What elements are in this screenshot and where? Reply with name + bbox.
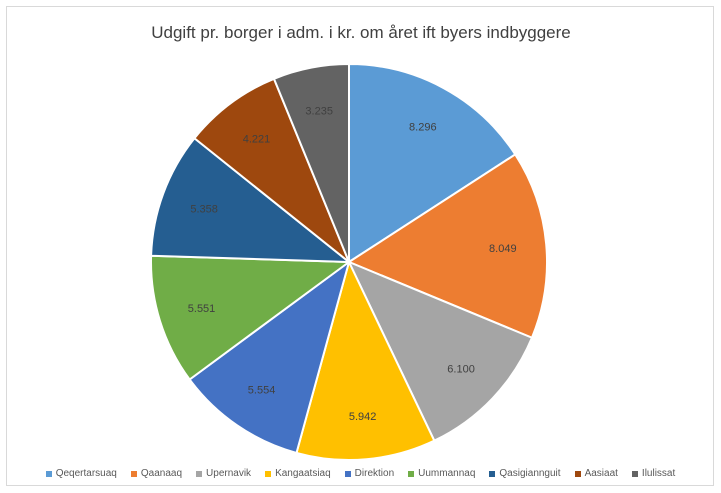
legend-item-uummannaq: Uummannaq [408, 468, 475, 479]
pie-slice-uummannaq [150, 254, 352, 381]
legend-item-qasigiannguit: Qasigiannguit [489, 468, 561, 479]
legend-item-kangaatsiaq: Kangaatsiaq [265, 468, 331, 479]
legend-item-qeqertarsuaq: Qeqertarsuaq [45, 468, 117, 479]
legend-swatch [408, 470, 415, 477]
legend-swatch [130, 470, 137, 477]
pie-slice-aasiaat [193, 77, 352, 266]
legend-item-aasiaat: Aasiaat [574, 468, 618, 479]
legend-label: Qaanaaq [140, 468, 183, 479]
data-label-qeqertarsuaq: 8.296 [409, 121, 437, 133]
legend-label: Kangaatsiaq [275, 468, 331, 479]
legend-swatch [344, 470, 351, 477]
legend-swatch [574, 470, 581, 477]
data-label-direktion: 5.554 [248, 384, 276, 396]
legend-label: Uummannaq [418, 468, 476, 479]
pie-slice-direktion [188, 259, 351, 455]
pie-slice-qaanaaq [346, 153, 548, 340]
legend-swatch [631, 470, 638, 477]
legend-item-direktion: Direktion [344, 468, 395, 479]
data-label-ilulissat: 3.235 [305, 105, 333, 117]
legend-label: Qeqertarsuaq [55, 468, 117, 479]
chart-legend: Qeqertarsuaq Qaanaaq Upernavik Kangaatsiaq D… [0, 468, 721, 479]
legend-swatch [489, 470, 496, 477]
legend-label: Upernavik [206, 468, 252, 479]
data-label-kangaatsiaq: 5.942 [349, 411, 377, 423]
pie-slice-qeqertarsuaq [348, 62, 517, 264]
data-label-upernavik: 6.100 [447, 363, 475, 375]
legend-item-qaanaaq: Qaanaaq [130, 468, 183, 479]
legend-swatch [265, 470, 272, 477]
legend-label: Aasiaat [584, 468, 618, 479]
data-label-qasigiannguit: 5.358 [190, 204, 218, 216]
pie-slice-ilulissat [272, 62, 350, 263]
data-label-uummannaq: 5.551 [188, 303, 216, 315]
legend-label: Direktion [354, 468, 395, 479]
data-label-aasiaat: 4.221 [243, 133, 271, 145]
data-label-qaanaaq: 8.049 [489, 243, 517, 255]
legend-label: Qasigiannguit [499, 468, 561, 479]
legend-swatch [45, 470, 52, 477]
legend-label: Ilulissat [641, 468, 676, 479]
chart-title: Udgift pr. borger i adm. i kr. om året i… [151, 23, 571, 42]
pie-slice-upernavik [346, 260, 534, 443]
legend-swatch [196, 470, 203, 477]
pie-slice-kangaatsiaq [295, 259, 436, 461]
legend-item-upernavik: Upernavik [196, 468, 251, 479]
legend-item-ilulissat: Ilulissat [631, 468, 676, 479]
pie-slice-qasigiannguit [150, 136, 352, 264]
